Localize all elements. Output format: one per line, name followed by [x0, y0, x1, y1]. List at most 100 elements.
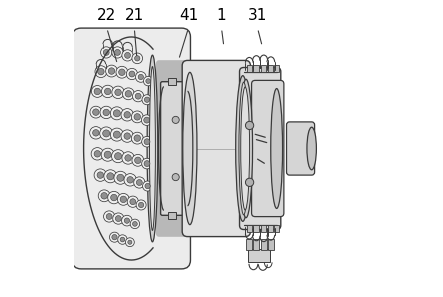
Bar [260, 225, 266, 232]
Circle shape [135, 56, 140, 61]
Circle shape [108, 68, 115, 74]
Circle shape [172, 173, 179, 181]
Circle shape [94, 151, 101, 157]
Circle shape [94, 169, 106, 181]
Circle shape [90, 106, 102, 118]
Circle shape [129, 71, 135, 77]
Bar [168, 212, 176, 219]
Circle shape [122, 50, 133, 61]
Bar [273, 225, 279, 232]
Circle shape [125, 155, 131, 161]
Circle shape [124, 133, 130, 139]
Circle shape [104, 170, 117, 183]
Ellipse shape [239, 82, 249, 215]
Circle shape [121, 109, 133, 121]
Circle shape [245, 178, 254, 187]
Text: 1: 1 [217, 8, 226, 23]
Circle shape [120, 196, 127, 203]
Bar [247, 225, 252, 232]
Circle shape [138, 74, 144, 80]
Circle shape [106, 214, 112, 219]
Circle shape [131, 132, 143, 144]
Circle shape [136, 200, 146, 210]
FancyBboxPatch shape [240, 67, 281, 230]
Text: 21: 21 [124, 8, 144, 23]
Ellipse shape [236, 76, 250, 221]
Bar [248, 249, 270, 262]
Circle shape [111, 194, 117, 201]
Circle shape [144, 97, 150, 102]
Circle shape [116, 66, 128, 78]
Circle shape [132, 222, 137, 226]
Circle shape [138, 202, 144, 208]
Circle shape [135, 93, 141, 99]
Circle shape [101, 47, 112, 58]
Circle shape [128, 240, 132, 244]
Circle shape [112, 150, 124, 163]
Circle shape [112, 235, 117, 240]
Ellipse shape [307, 127, 316, 170]
Ellipse shape [147, 55, 158, 242]
Circle shape [124, 218, 129, 223]
Circle shape [112, 47, 123, 58]
Circle shape [144, 117, 150, 123]
FancyBboxPatch shape [182, 60, 250, 237]
Circle shape [119, 69, 125, 75]
Ellipse shape [271, 89, 283, 208]
Circle shape [113, 110, 120, 117]
Bar [261, 239, 267, 250]
Circle shape [135, 157, 141, 164]
Circle shape [136, 180, 142, 185]
Circle shape [124, 53, 130, 58]
Circle shape [117, 193, 129, 205]
Circle shape [132, 91, 144, 102]
Circle shape [110, 128, 123, 141]
Circle shape [132, 53, 143, 64]
Circle shape [124, 112, 130, 118]
Bar [268, 239, 274, 250]
Circle shape [120, 237, 125, 242]
Circle shape [125, 238, 134, 247]
Circle shape [122, 88, 134, 100]
Circle shape [100, 127, 113, 140]
Bar [253, 239, 259, 250]
Circle shape [127, 177, 133, 183]
Ellipse shape [241, 87, 249, 210]
Circle shape [94, 88, 101, 95]
Circle shape [110, 107, 123, 120]
Circle shape [114, 153, 121, 160]
Bar [260, 65, 266, 72]
Circle shape [122, 152, 134, 164]
Circle shape [104, 211, 115, 222]
Circle shape [93, 109, 99, 116]
Bar [253, 65, 259, 72]
Circle shape [117, 174, 124, 181]
Circle shape [101, 148, 114, 161]
Circle shape [141, 115, 152, 125]
Circle shape [136, 72, 146, 82]
Ellipse shape [183, 72, 197, 225]
FancyBboxPatch shape [287, 122, 315, 175]
Ellipse shape [149, 67, 155, 230]
Circle shape [142, 136, 152, 147]
Circle shape [144, 161, 150, 167]
FancyBboxPatch shape [72, 28, 190, 269]
Bar [253, 225, 259, 232]
FancyBboxPatch shape [156, 60, 187, 237]
Circle shape [97, 172, 104, 178]
Bar [246, 239, 252, 250]
Circle shape [121, 215, 132, 226]
Circle shape [130, 199, 136, 205]
Circle shape [103, 109, 109, 116]
Circle shape [101, 85, 114, 98]
Circle shape [105, 65, 117, 77]
Bar [268, 225, 273, 232]
Circle shape [113, 131, 120, 138]
Circle shape [131, 111, 143, 123]
Circle shape [146, 79, 151, 83]
Circle shape [245, 121, 254, 129]
Circle shape [104, 151, 111, 158]
Circle shape [144, 139, 150, 145]
Circle shape [115, 89, 121, 96]
Circle shape [107, 173, 114, 180]
